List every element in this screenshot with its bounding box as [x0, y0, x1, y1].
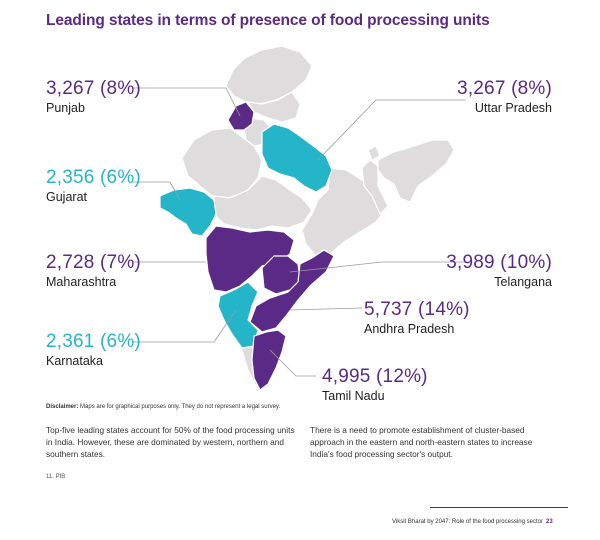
andhra-pradesh-name: Andhra Pradesh	[364, 322, 455, 336]
leader-line-punjab	[132, 87, 241, 117]
footer-divider	[430, 507, 568, 508]
label-telangana: 3,989 (10%) Telangana	[430, 252, 552, 290]
karnataka-value: 2,361 (6%)	[46, 331, 141, 352]
map-state-tamil-nadu	[251, 329, 287, 391]
paragraph-right: There is a need to promote establishment…	[310, 425, 533, 459]
uttar-pradesh-name: Uttar Pradesh	[474, 101, 552, 115]
map-region-bengal	[361, 159, 389, 215]
andhra-pradesh-value: 5,737 (14%)	[364, 299, 470, 320]
map-region-northeast	[377, 139, 455, 203]
disclaimer-text: Maps are for graphical purposes only. Th…	[80, 404, 281, 410]
map-state-uttar-pradesh	[261, 123, 333, 193]
leader-line-telangana	[289, 261, 466, 273]
tamil-nadu-name: Tamil Nadu	[322, 389, 385, 403]
map-state-andhra-pradesh	[249, 249, 335, 333]
map-region-rajasthan	[181, 127, 263, 199]
label-uttar-pradesh: 3,267 (8%) Uttar Pradesh	[430, 78, 552, 116]
label-andhra-pradesh: 5,737 (14%) Andhra Pradesh	[364, 299, 470, 337]
map-base	[181, 45, 455, 387]
punjab-value: 3,267 (8%)	[46, 78, 141, 99]
page-number: 23	[545, 519, 553, 525]
map-state-gujarat	[159, 187, 217, 237]
label-punjab: 3,267 (8%) Punjab	[46, 78, 141, 116]
leader-line-andhra-pradesh	[289, 307, 363, 311]
map-region-north	[225, 45, 313, 105]
source-note: 11. PIB	[46, 474, 66, 480]
telangana-name: Telangana	[494, 275, 552, 289]
uttar-pradesh-value: 3,267 (8%)	[457, 78, 552, 99]
label-tamil-nadu: 4,995 (12%) Tamil Nadu	[322, 366, 428, 404]
maharashtra-value: 2,728 (7%)	[46, 252, 141, 273]
leader-line-gujarat	[132, 181, 181, 201]
leader-line-uttar-pradesh	[317, 99, 466, 161]
page-title: Leading states in terms of presence of f…	[46, 12, 490, 29]
telangana-value: 3,989 (10%)	[446, 252, 552, 273]
map-state-punjab	[227, 101, 255, 131]
gujarat-name: Gujarat	[46, 190, 87, 204]
label-gujarat: 2,356 (6%) Gujarat	[46, 167, 141, 205]
leader-line-tamil-nadu	[269, 349, 316, 377]
leader-line-karnataka	[132, 309, 237, 343]
maharashtra-name: Maharashtra	[46, 275, 117, 289]
tamil-nadu-value: 4,995 (12%)	[322, 366, 428, 387]
disclaimer: Disclaimer: Maps are for graphical purpo…	[46, 404, 280, 410]
map-state-karnataka	[217, 281, 259, 349]
map-region-madhya-pradesh	[213, 175, 313, 231]
label-maharashtra: 2,728 (7%) Maharashtra	[46, 252, 141, 290]
karnataka-name: Karnataka	[46, 354, 103, 368]
map-region-himalaya	[247, 91, 301, 123]
gujarat-value: 2,356 (6%)	[46, 167, 141, 188]
map-region-sikkim	[367, 145, 381, 161]
footer-text: Viksit Bharat by 2047: Role of the food …	[392, 519, 543, 525]
label-karnataka: 2,361 (6%) Karnataka	[46, 331, 141, 369]
paragraph-left: Top-five leading states account for 50% …	[46, 425, 295, 459]
footer: Viksit Bharat by 2047: Role of the food …	[392, 519, 553, 525]
punjab-name: Punjab	[46, 101, 85, 115]
disclaimer-label: Disclaimer:	[46, 404, 79, 410]
leader-lines	[132, 87, 466, 377]
